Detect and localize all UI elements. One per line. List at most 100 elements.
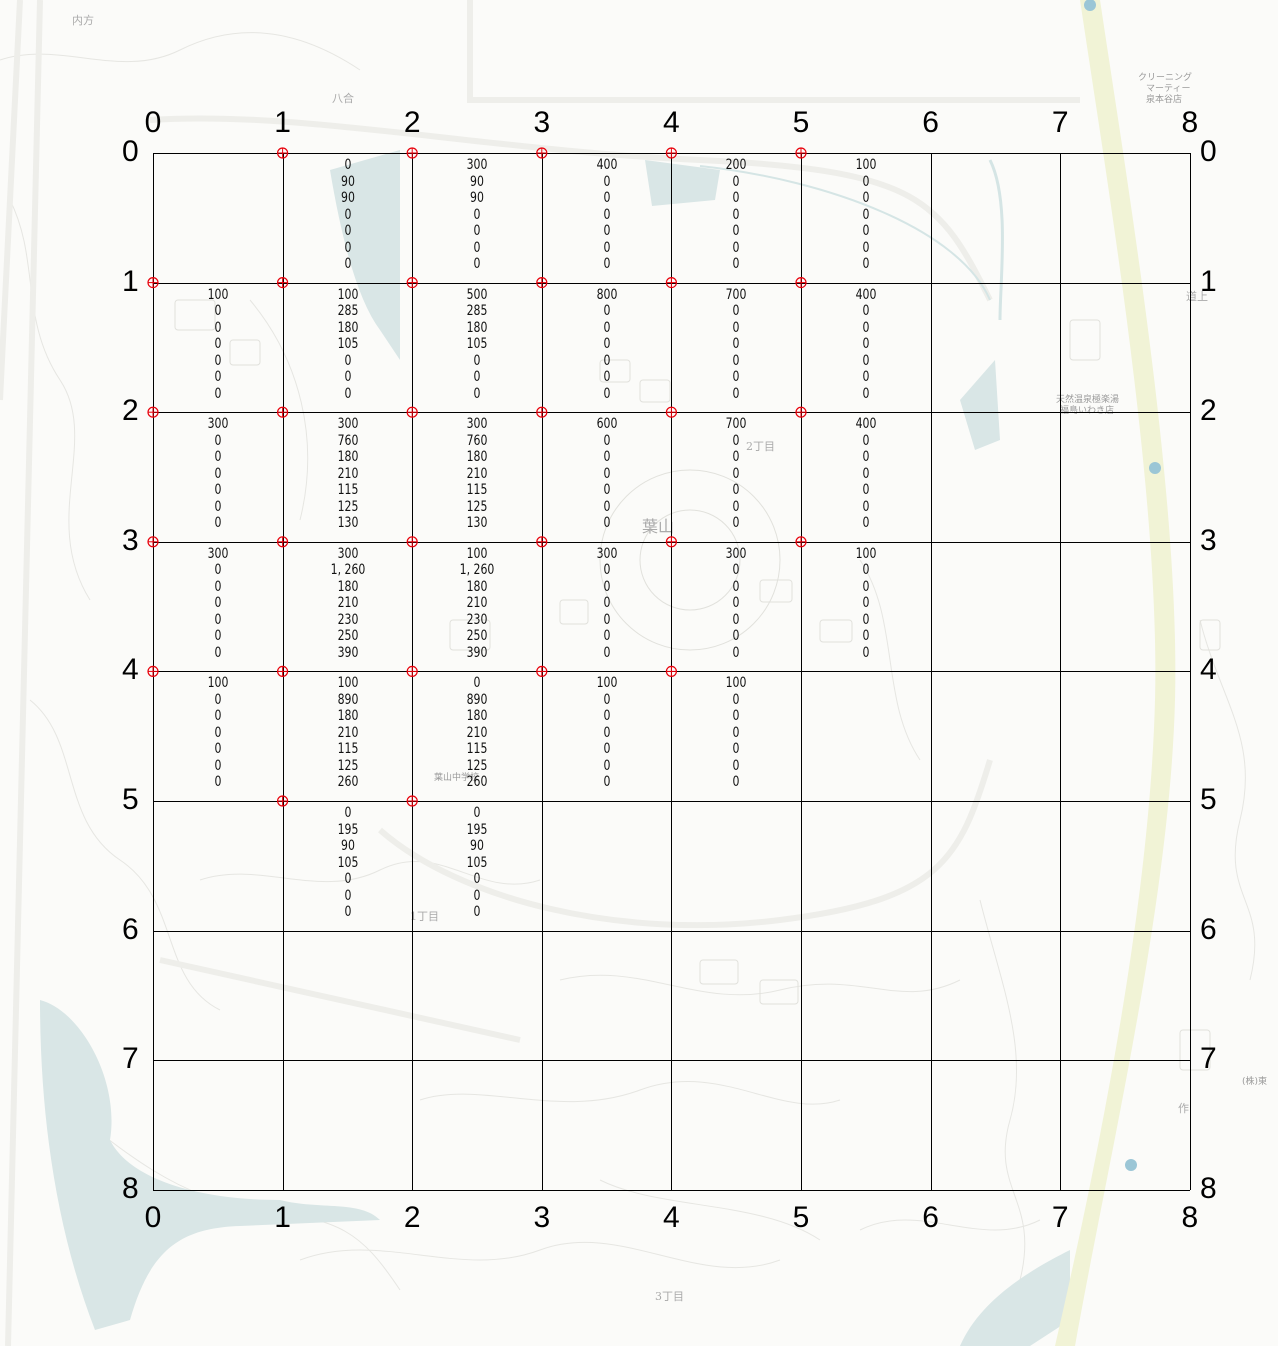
axis-bottom-label-7: 7 <box>1051 1201 1069 1234</box>
cell-value: 0 <box>603 336 611 353</box>
cell-value: 210 <box>466 465 488 482</box>
cell-value: 400 <box>596 157 618 173</box>
cell-value: 0 <box>862 256 870 272</box>
cell-value: 0 <box>603 432 611 449</box>
cell-value: 0 <box>344 805 352 821</box>
label-place-right: 道上 <box>1186 289 1208 303</box>
cell-value: 0 <box>473 871 481 887</box>
cell-value: 250 <box>337 628 359 645</box>
cell-value: 0 <box>344 369 352 386</box>
cell-value: 100 <box>596 675 618 692</box>
cell-value: 0 <box>732 724 740 741</box>
label-hayama: 葉山 <box>642 517 674 536</box>
cell-value: 0 <box>732 498 740 515</box>
cell-values-2-2: 300 760 180 210 115 125 130 <box>454 416 501 532</box>
axis-bottom-label-0: 0 <box>144 1201 162 1234</box>
cell-value: 0 <box>732 515 740 532</box>
cell-value: 180 <box>466 578 488 595</box>
cell-value: 100 <box>466 545 488 562</box>
cell-values-5-0: 100 0 0 0 0 0 0 <box>843 157 890 273</box>
cell-value: 0 <box>732 239 740 256</box>
cell-values-3-1: 800 0 0 0 0 0 0 <box>583 287 630 403</box>
axis-right-label-1: 1 <box>1200 264 1217 298</box>
cell-value: 0 <box>603 691 611 708</box>
cell-value: 0 <box>862 578 870 595</box>
cell-values-2-5: 0 195 90 105 0 0 0 <box>454 805 501 921</box>
cell-value: 100 <box>855 545 877 562</box>
highway <box>1055 0 1176 1346</box>
cell-values-1-3: 300 1, 260 180 210 230 250 390 <box>324 546 371 662</box>
cell-value: 180 <box>337 449 359 466</box>
label-shop-line1: クリーニング <box>1138 71 1192 83</box>
cell-value: 230 <box>337 611 359 628</box>
cell-value: 0 <box>862 482 870 499</box>
cell-value: 125 <box>466 757 488 774</box>
cell-value: 100 <box>337 286 359 303</box>
cell-value: 0 <box>732 352 740 369</box>
axis-right-label-4: 4 <box>1200 653 1217 687</box>
cell-value: 195 <box>337 821 359 838</box>
label-saku: 作 <box>1178 1102 1189 1115</box>
cell-value: 0 <box>603 206 611 223</box>
cell-value: 210 <box>337 465 359 482</box>
cell-values-3-0: 400 0 0 0 0 0 0 <box>583 157 630 273</box>
axis-left-label-4: 4 <box>122 653 139 687</box>
cell-value: 90 <box>340 838 355 854</box>
cell-value: 0 <box>214 691 222 708</box>
cell-value: 1, 260 <box>459 562 495 579</box>
axis-right-label-2: 2 <box>1200 394 1217 428</box>
axis-left-label-0: 0 <box>122 135 139 168</box>
cell-value: 0 <box>603 482 611 499</box>
cell-value: 180 <box>337 578 359 595</box>
cell-value: 0 <box>473 805 481 821</box>
axis-left-label-8: 8 <box>122 1171 139 1205</box>
cell-value: 390 <box>466 644 488 661</box>
cell-value: 125 <box>337 757 359 774</box>
cell-value: 0 <box>603 303 611 320</box>
cell-value: 0 <box>214 774 222 791</box>
survey-point-marker <box>406 665 418 678</box>
cell-value: 0 <box>732 578 740 595</box>
survey-point-marker <box>536 277 548 289</box>
cell-value: 0 <box>732 206 740 223</box>
cell-value: 400 <box>855 286 877 303</box>
cell-value: 0 <box>473 352 481 369</box>
cell-value: 0 <box>732 190 740 206</box>
survey-point-marker <box>665 665 678 678</box>
cell-value: 0 <box>732 336 740 353</box>
label-hachiai: 八合 <box>332 91 354 105</box>
cell-values-1-5: 0 195 90 105 0 0 0 <box>324 805 371 921</box>
cell-value: 300 <box>337 416 359 433</box>
cell-value: 890 <box>337 691 359 708</box>
cell-value: 0 <box>344 904 352 920</box>
cell-value: 0 <box>214 369 222 386</box>
axis-top-label-6: 6 <box>922 106 939 139</box>
cell-value: 260 <box>466 774 488 791</box>
cell-value: 125 <box>337 498 359 515</box>
axis-top-label-3: 3 <box>533 106 551 139</box>
axis-top-label-2: 2 <box>403 106 421 139</box>
cell-values-0-2: 300 0 0 0 0 0 0 <box>195 416 242 532</box>
cell-value: 300 <box>725 545 747 562</box>
cell-value: 180 <box>466 708 488 725</box>
survey-point-marker <box>277 536 289 548</box>
cell-value: 0 <box>732 385 740 402</box>
cell-value: 0 <box>603 369 611 386</box>
cell-value: 90 <box>470 838 485 854</box>
cell-value: 0 <box>603 724 611 741</box>
survey-point-marker <box>147 277 159 289</box>
cell-value: 0 <box>473 887 481 904</box>
cell-value: 180 <box>337 708 359 725</box>
cell-value: 0 <box>473 369 481 386</box>
cell-value: 0 <box>344 223 352 239</box>
axis-top-label-4: 4 <box>663 106 680 139</box>
cell-value: 0 <box>603 741 611 758</box>
cell-value: 1, 260 <box>330 562 365 579</box>
cell-value: 0 <box>214 515 222 532</box>
cell-value: 0 <box>862 644 870 661</box>
cell-values-2-1: 500 285 180 105 0 0 0 <box>454 287 501 403</box>
cell-value: 0 <box>214 336 222 353</box>
axis-right-label-7: 7 <box>1200 1042 1217 1076</box>
cell-value: 285 <box>466 303 488 320</box>
